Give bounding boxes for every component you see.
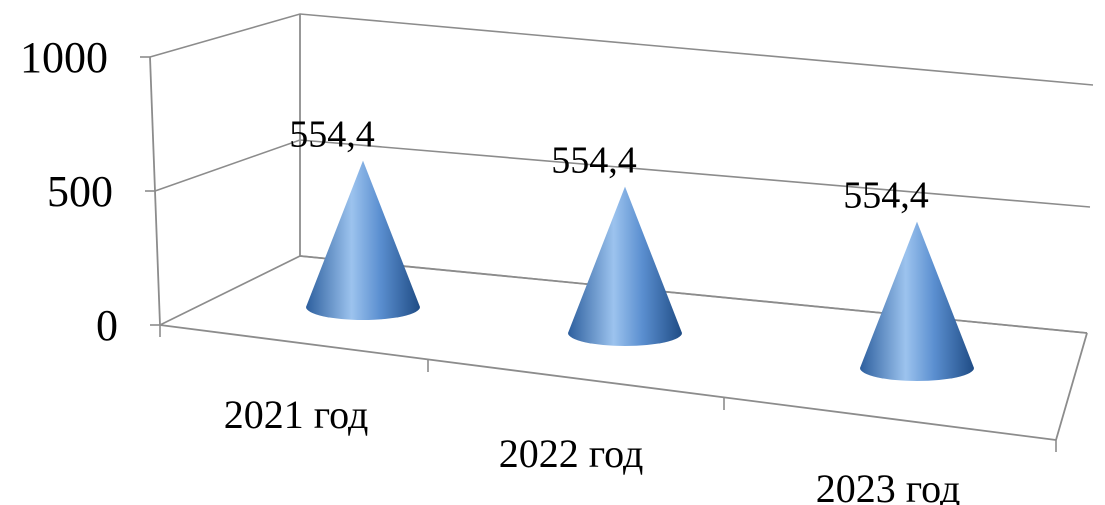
y-axis-tick-labels: 1000 500 0 <box>20 33 118 350</box>
floor-back-edge <box>299 255 1088 334</box>
x-tick-label: 2021 год <box>224 392 369 437</box>
y-tick-label: 1000 <box>20 33 108 82</box>
floor <box>140 56 1088 452</box>
y-tick-label: 500 <box>47 167 113 216</box>
cone-series: 554,4 554,4 554,4 <box>289 114 974 381</box>
x-axis-line <box>159 324 1057 441</box>
cone-bar <box>306 160 420 320</box>
cone-bar <box>860 221 974 381</box>
y-tick-label: 0 <box>96 301 118 350</box>
cone-bar <box>568 186 682 346</box>
floor-right-edge <box>1055 332 1088 441</box>
gridline-1000 <box>149 13 1094 86</box>
data-label: 554,4 <box>843 175 929 217</box>
data-label: 554,4 <box>551 140 637 182</box>
x-tick-label: 2022 год <box>499 431 644 476</box>
x-tick-label: 2023 год <box>816 466 961 505</box>
x-axis-tick-labels: 2021 год 2022 год 2023 год <box>224 392 961 505</box>
data-label: 554,4 <box>289 114 375 156</box>
